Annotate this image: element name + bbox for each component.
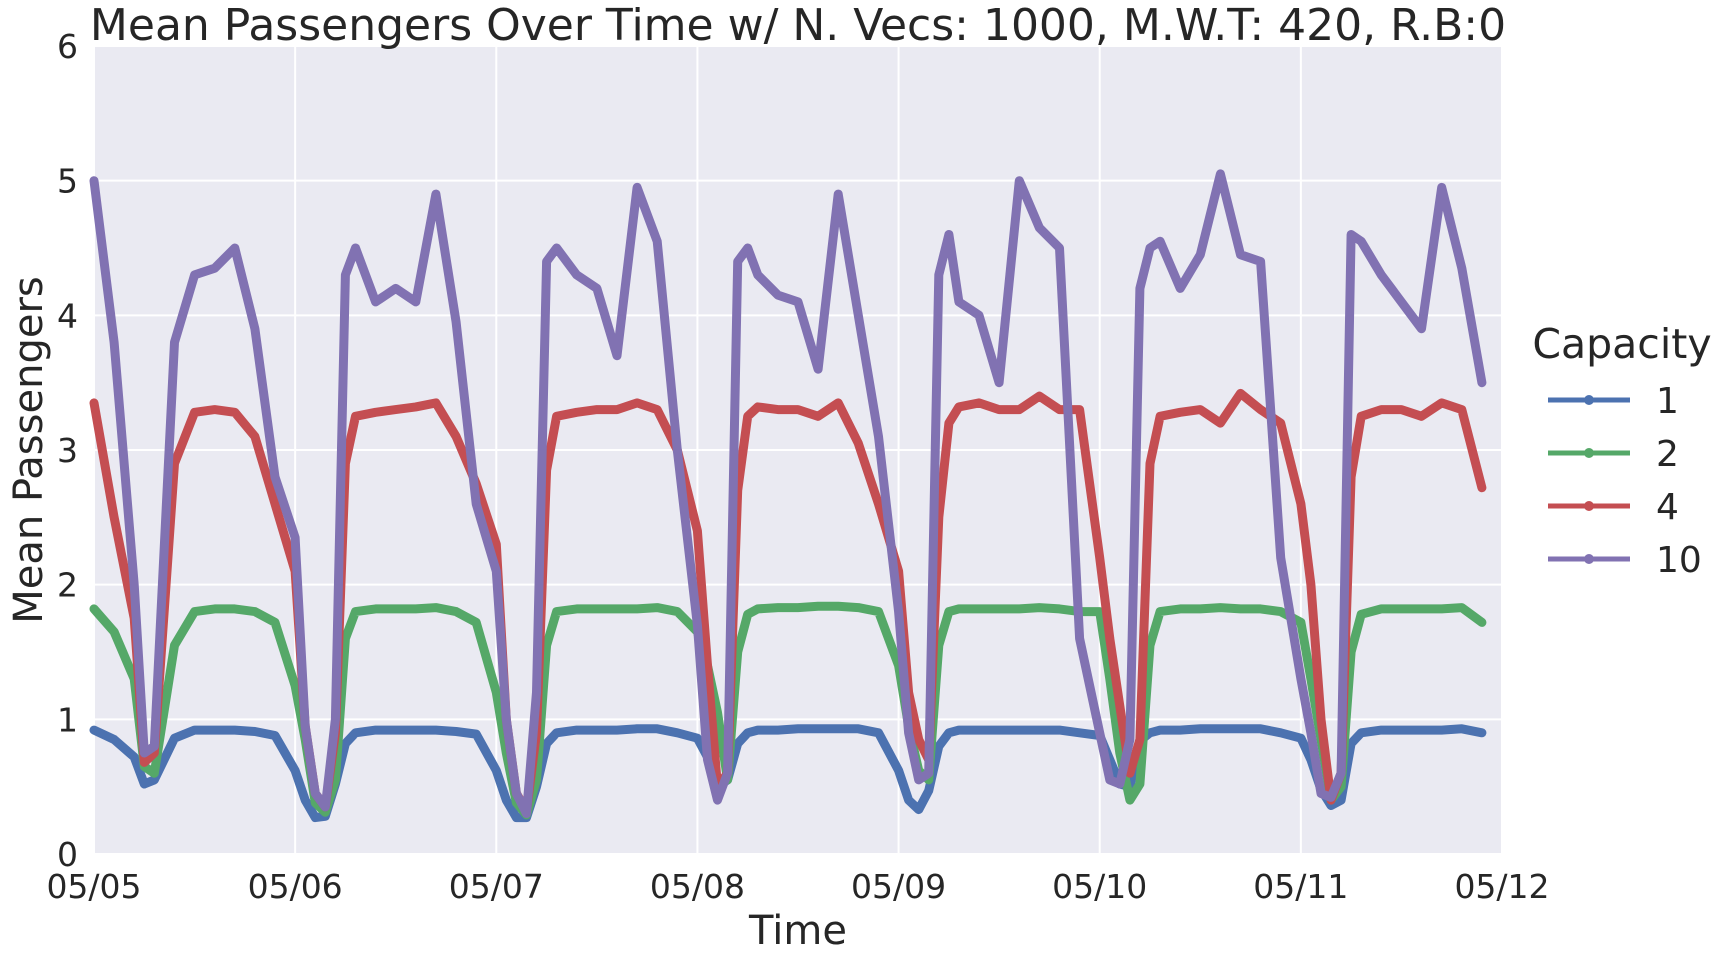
legend-marker-2 xyxy=(1584,448,1594,458)
y-tick-label: 6 xyxy=(57,27,78,66)
legend-label-2: 2 xyxy=(1656,434,1679,475)
x-tick-label: 05/10 xyxy=(1052,867,1147,906)
x-tick-label: 05/08 xyxy=(650,867,745,906)
chart-title: Mean Passengers Over Time w/ N. Vecs: 10… xyxy=(90,0,1506,51)
y-tick-label: 5 xyxy=(57,162,78,201)
legend-label-4: 4 xyxy=(1656,487,1679,528)
y-tick-labels: 0 1 2 3 4 5 6 xyxy=(57,27,78,874)
x-tick-label: 05/05 xyxy=(46,867,141,906)
x-tick-label: 05/06 xyxy=(248,867,343,906)
y-tick-label: 0 xyxy=(57,835,78,874)
legend-label-10: 10 xyxy=(1656,540,1702,581)
legend-marker-10 xyxy=(1584,554,1594,564)
x-tick-labels: 05/05 05/06 05/07 05/08 05/09 05/10 05/11 05/12 xyxy=(46,867,1549,906)
grid xyxy=(93,45,1503,855)
series-line-10 xyxy=(89,169,1487,819)
y-tick-label: 4 xyxy=(57,296,78,335)
x-tick-label: 05/09 xyxy=(851,867,946,906)
y-tick-label: 2 xyxy=(57,566,78,605)
legend-items: 1 2 4 10 xyxy=(1548,381,1702,581)
y-axis-label: Mean Passengers xyxy=(6,276,52,623)
legend: Capacity 1 2 4 10 xyxy=(1532,320,1711,581)
series-lines xyxy=(89,169,1487,823)
x-tick-label: 05/07 xyxy=(449,867,544,906)
x-tick-label: 05/11 xyxy=(1253,867,1348,906)
legend-marker-4 xyxy=(1584,501,1594,511)
legend-marker-1 xyxy=(1584,395,1594,405)
y-tick-label: 1 xyxy=(57,700,78,739)
legend-title: Capacity xyxy=(1532,320,1711,368)
x-tick-label: 05/12 xyxy=(1454,867,1549,906)
legend-label-1: 1 xyxy=(1656,381,1679,422)
x-axis-label: Time xyxy=(748,908,847,953)
y-tick-label: 3 xyxy=(57,431,78,470)
